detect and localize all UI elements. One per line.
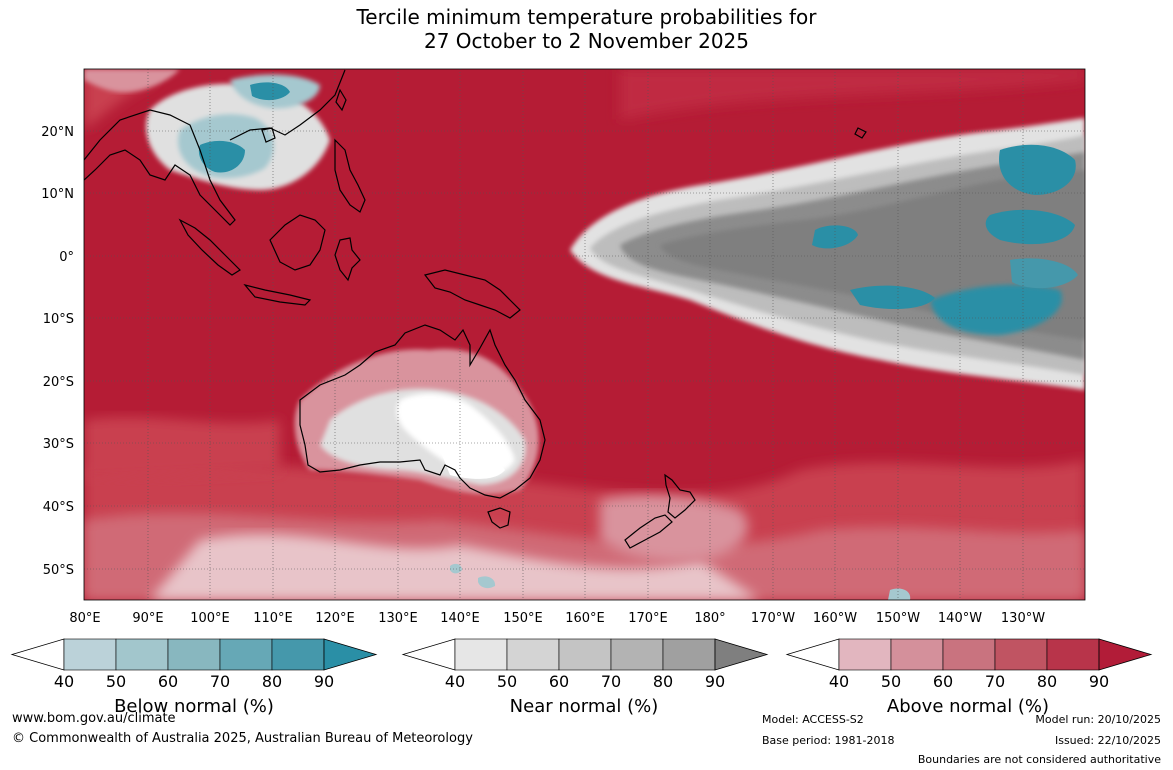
near-colorbar-high-cap	[714, 638, 769, 671]
above-colorbar-segment	[942, 638, 996, 671]
above-colorbar-low-cap	[785, 638, 840, 671]
tasmania-outline	[487, 507, 511, 529]
near-colorbar-tick: 80	[653, 672, 673, 691]
model-run-text: Model run: 20/10/2025	[1035, 713, 1161, 726]
lat-label: 20°N	[41, 125, 74, 140]
lat-label: 10°S	[43, 312, 74, 327]
above-colorbar: 40 50 60 70 80 90	[785, 638, 1153, 691]
coastlines	[84, 69, 867, 549]
near-colorbar-segment	[558, 638, 612, 671]
below-colorbar-tick: 90	[314, 672, 334, 691]
above-colorbar-high-cap	[1098, 638, 1153, 671]
above-colorbar-segment	[994, 638, 1048, 671]
lon-label: 130°W	[1001, 611, 1045, 626]
lon-label: 150°W	[876, 611, 920, 626]
asia-mainland-outline	[84, 109, 236, 226]
base-period-text: Base period: 1981-2018	[762, 734, 895, 747]
lat-label: 30°S	[43, 437, 74, 452]
below-colorbar-tick: 70	[210, 672, 230, 691]
graticule	[84, 69, 1085, 600]
near-colorbar: 40 50 60 70 80 90	[401, 638, 769, 691]
disclaimer-text: Boundaries are not considered authoritat…	[917, 753, 1161, 766]
above-colorbar-segment	[838, 638, 892, 671]
borneo-outline	[269, 214, 326, 271]
lon-label: 120°E	[315, 611, 355, 626]
lat-label: 0°	[59, 250, 74, 265]
near-colorbar-segment	[662, 638, 716, 671]
near-colorbar-segment	[610, 638, 664, 671]
near-colorbar-tick: 50	[497, 672, 517, 691]
lon-label: 170°E	[628, 611, 668, 626]
lon-label: 140°W	[938, 611, 982, 626]
lon-label: 140°E	[440, 611, 480, 626]
new-guinea-outline	[423, 269, 521, 319]
model-text: Model: ACCESS-S2	[762, 713, 864, 726]
lon-label: 110°E	[253, 611, 293, 626]
lon-label: 130°E	[378, 611, 418, 626]
lon-label: 160°W	[813, 611, 857, 626]
lon-axis: 80°E 90°E 100°E 110°E 120°E 130°E 140°E …	[69, 611, 1045, 626]
below-colorbar-tick: 80	[262, 672, 282, 691]
above-colorbar-tick: 60	[933, 672, 953, 691]
near-colorbar-tick: 90	[705, 672, 725, 691]
lon-label: 150°E	[503, 611, 543, 626]
above-colorbar-tick: 40	[829, 672, 849, 691]
near-colorbar-low-cap	[401, 638, 456, 671]
below-colorbar-tick: 50	[106, 672, 126, 691]
below-colorbar: 40 50 60 70 80 90	[10, 638, 378, 691]
lat-label: 50°S	[43, 563, 74, 578]
near-colorbar-tick: 60	[549, 672, 569, 691]
map-title-line2: 27 October to 2 November 2025	[423, 29, 750, 53]
lon-label: 160°E	[565, 611, 605, 626]
below-colorbar-segment	[63, 638, 117, 671]
map-field	[84, 69, 1085, 600]
sumatra-outline	[178, 218, 241, 276]
below-colorbar-tick: 40	[54, 672, 74, 691]
map-title-line1: Tercile minimum temperature probabilitie…	[356, 5, 817, 29]
website-link[interactable]: www.bom.gov.au/climate	[12, 711, 176, 726]
above-colorbar-segment	[890, 638, 944, 671]
lat-label: 20°S	[43, 375, 74, 390]
near-colorbar-tick: 70	[601, 672, 621, 691]
below-colorbar-low-cap	[10, 638, 65, 671]
lat-axis: 20°N 10°N 0° 10°S 20°S 30°S 40°S 50°S	[41, 125, 74, 578]
near-colorbar-segment	[454, 638, 508, 671]
below-colorbar-segment	[271, 638, 325, 671]
lon-label: 180°	[694, 611, 725, 626]
australia-outline	[299, 324, 546, 499]
above-colorbar-tick: 80	[1037, 672, 1057, 691]
issued-text: Issued: 22/10/2025	[1054, 734, 1161, 747]
above-normal-label: Above normal (%)	[886, 696, 1050, 717]
near-colorbar-segment	[506, 638, 560, 671]
below-colorbar-segment	[219, 638, 273, 671]
below-colorbar-segment	[115, 638, 169, 671]
philippines-outline	[334, 138, 366, 213]
lon-label: 90°E	[132, 611, 163, 626]
lon-label: 100°E	[190, 611, 230, 626]
lon-label: 170°W	[751, 611, 795, 626]
above-colorbar-tick: 50	[881, 672, 901, 691]
lat-label: 10°N	[41, 187, 74, 202]
lat-label: 40°S	[43, 500, 74, 515]
copyright-text: © Commonwealth of Australia 2025, Austra…	[12, 731, 473, 746]
near-normal-label: Near normal (%)	[509, 696, 659, 717]
below-colorbar-segment	[167, 638, 221, 671]
lon-label: 80°E	[69, 611, 100, 626]
below-colorbar-high-cap	[323, 638, 378, 671]
colorbars: 40 50 60 70 80 90 40 50 60 70 80 90 40 50 60 70 80 90	[10, 638, 1153, 691]
below-colorbar-tick: 60	[158, 672, 178, 691]
above-colorbar-tick: 70	[985, 672, 1005, 691]
near-colorbar-tick: 40	[445, 672, 465, 691]
below-normal-label: Below normal (%)	[114, 696, 274, 717]
above-colorbar-tick: 90	[1089, 672, 1109, 691]
new-zealand-outline	[664, 473, 696, 519]
above-colorbar-segment	[1046, 638, 1100, 671]
